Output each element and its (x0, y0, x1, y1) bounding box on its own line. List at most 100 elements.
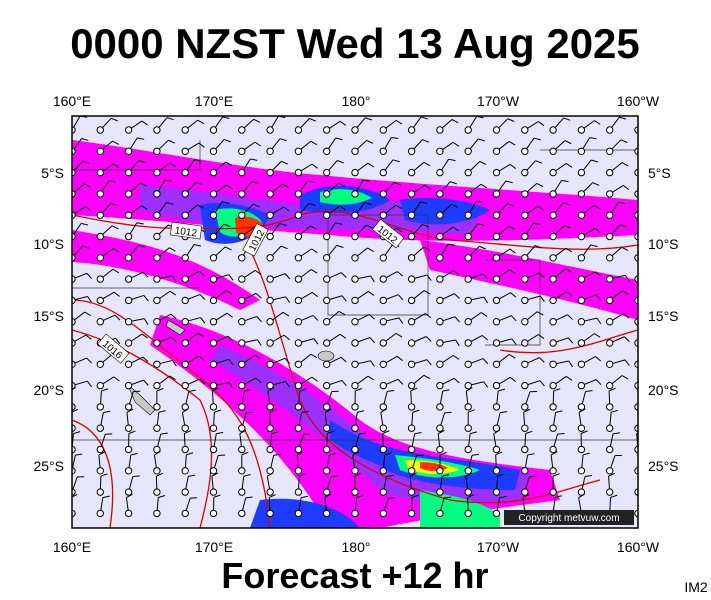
station (238, 147, 246, 156)
station (577, 126, 586, 134)
station (351, 232, 359, 241)
station (153, 275, 161, 283)
barb-feather (453, 270, 460, 276)
barb-feather (329, 453, 337, 456)
station (238, 403, 246, 411)
barb-feather (126, 408, 134, 413)
station (464, 126, 472, 134)
station (407, 296, 416, 305)
barb-feather (100, 473, 108, 477)
station (323, 147, 331, 156)
barb-feather (86, 357, 92, 364)
station (549, 445, 557, 454)
station (606, 232, 614, 241)
barb-feather (169, 247, 176, 252)
station (209, 168, 218, 177)
barb-feather (158, 495, 166, 498)
barb-feather (479, 161, 487, 165)
station (238, 360, 246, 368)
barb-feather (172, 275, 177, 282)
station (124, 211, 133, 219)
station (521, 296, 529, 305)
barb-feather (109, 180, 117, 183)
barb-feather (619, 116, 627, 120)
station (96, 147, 105, 156)
station (521, 424, 529, 432)
barb-feather (585, 390, 593, 392)
station (549, 296, 557, 305)
barb-feather (336, 244, 344, 248)
barb-feather (595, 356, 602, 362)
station (124, 168, 133, 177)
station (521, 403, 529, 411)
barb-feather (423, 374, 431, 380)
barb-feather (578, 408, 586, 413)
station (379, 339, 387, 347)
barb-feather (311, 248, 318, 254)
station (266, 296, 274, 305)
station (124, 318, 133, 326)
station (238, 126, 246, 134)
barb-feather (622, 185, 630, 191)
barb-feather (313, 338, 319, 345)
barb-staff (637, 363, 638, 365)
barb-feather (453, 377, 460, 384)
barb-feather (222, 116, 230, 120)
barb-feather (245, 496, 253, 499)
station (209, 147, 218, 156)
barb-feather (244, 389, 252, 392)
station (407, 190, 416, 198)
barb-feather (225, 289, 233, 295)
barb-feather (550, 451, 558, 456)
station (238, 254, 246, 262)
longitude-label: 170°E (195, 93, 233, 109)
station (577, 211, 586, 219)
station (436, 147, 444, 156)
barb-feather (565, 163, 573, 168)
barb-feather (85, 334, 92, 340)
station (464, 254, 472, 262)
barb-feather (621, 246, 629, 252)
barb-feather (140, 182, 147, 187)
barb-feather (533, 222, 541, 225)
station (96, 190, 105, 198)
barb-feather (198, 142, 205, 148)
barb-feather (308, 202, 316, 207)
barb-feather (354, 472, 362, 477)
barb-feather (564, 224, 572, 229)
barb-feather (281, 160, 289, 165)
station (153, 360, 161, 368)
barb-feather (335, 222, 343, 225)
station (379, 488, 387, 496)
barb-feather (312, 315, 319, 321)
station (323, 509, 331, 518)
barb-feather (75, 453, 83, 456)
barb-feather (508, 225, 516, 231)
barb-feather (352, 451, 360, 456)
station (124, 190, 133, 198)
barb-feather (380, 408, 388, 413)
station (436, 318, 444, 326)
station (549, 254, 557, 262)
barb-feather (282, 311, 290, 317)
barb-feather (538, 334, 545, 340)
barb-feather (509, 269, 516, 274)
station (492, 232, 501, 241)
barb-feather (397, 378, 404, 385)
barb-feather (596, 317, 602, 325)
wind-barbs (72, 116, 638, 518)
longitude-label: 180° (342, 93, 371, 109)
station (351, 211, 359, 219)
barb-feather (522, 493, 530, 498)
barb-feather (538, 357, 545, 363)
station (436, 232, 444, 241)
station (238, 381, 246, 390)
station (407, 254, 416, 262)
barb-feather (477, 223, 485, 227)
station (181, 488, 189, 496)
station (153, 147, 161, 156)
station (153, 488, 161, 496)
station (153, 381, 161, 390)
latitude-label: 10°S (33, 236, 64, 252)
barb-feather (339, 120, 347, 126)
